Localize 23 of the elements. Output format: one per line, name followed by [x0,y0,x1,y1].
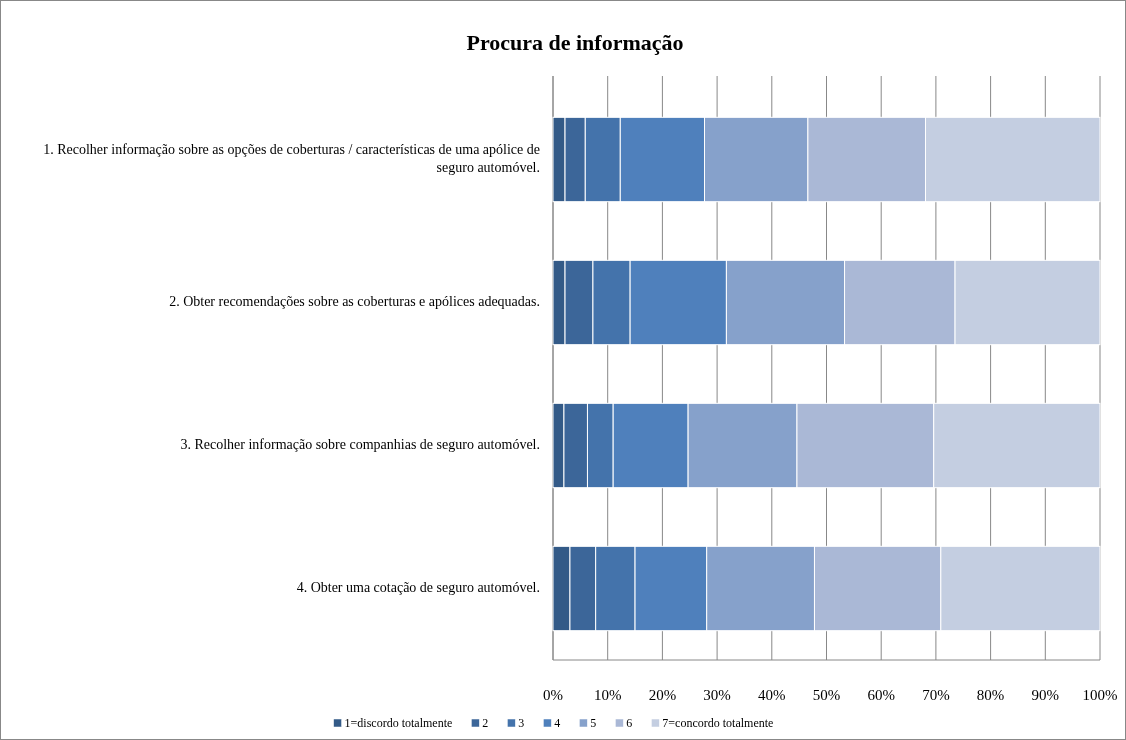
legend-label: 6 [626,716,633,730]
legend-label: 2 [482,716,489,730]
x-tick-label: 80% [976,687,1005,703]
legend-label: 7=concordo totalmente [662,716,774,730]
chart-title: Procura de informação [466,30,684,55]
x-tick-label: 70% [922,687,950,703]
x-tick-label: 30% [703,687,731,703]
y-tick-label: 1. Recolher informação sobre as opções de coberturas / características de uma apólice de seguro automóvel. [43,141,540,175]
legend-label: 4 [554,716,561,730]
x-tick-label: 40% [758,687,786,703]
y-tick-label: 3. Recolher informação sobre companhias de seguro automóvel. [180,436,540,452]
y-tick-label: 2. Obter recomendações sobre as coberturas e apólices adequadas. [169,293,540,309]
x-tick-label: 90% [1031,687,1060,703]
x-tick-label: 50% [812,687,841,703]
x-tick-label: 0% [543,687,563,703]
legend-label: 1=discordo totalmente [344,716,453,730]
y-tick-label: 4. Obter uma cotação de seguro automóvel. [296,579,540,595]
x-tick-label: 100% [1082,687,1118,703]
x-tick-label: 20% [648,687,677,703]
legend-label: 3 [518,716,525,730]
legend-label: 5 [590,716,597,730]
x-tick-label: 60% [867,687,895,703]
x-tick-label: 10% [593,687,622,703]
